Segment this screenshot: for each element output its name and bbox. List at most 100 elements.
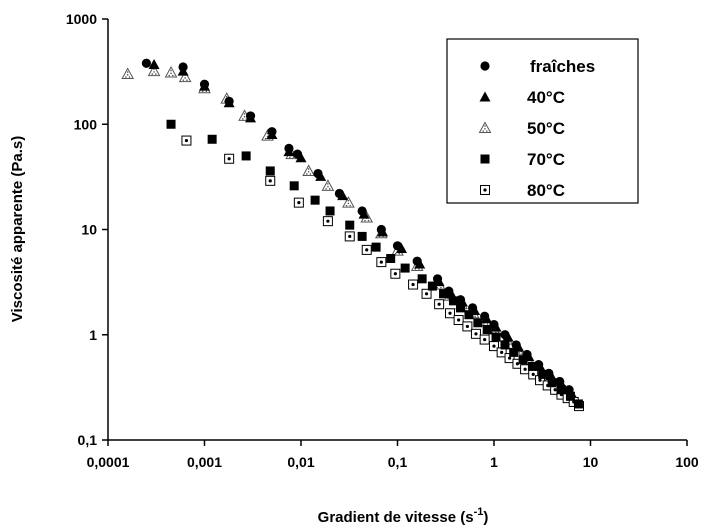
y-tick-label: 10 [81,222,97,238]
data-point [427,281,437,291]
data-point [325,206,335,216]
legend-label: 80°C [527,181,565,200]
data-point [313,168,323,179]
legend-label: 50°C [527,119,565,138]
data-point [412,256,422,266]
data-point [376,224,386,235]
data-point [245,111,256,121]
data-point [295,152,307,163]
data-point [439,289,449,299]
data-point [371,242,381,252]
legend-marker [480,154,490,164]
data-point [178,62,188,72]
data-point [392,241,403,251]
data-point [455,295,466,305]
plot-area: 0,0001 0,001 0,01 0,1 1 10 100 0,1 1 10 100 1000 [66,11,699,470]
data-point [464,310,474,320]
data-point [555,376,565,387]
data-point [453,315,464,326]
data-point [293,197,304,208]
legend-label: 40°C [527,88,565,107]
x-tick-label: 0,01 [287,454,314,470]
x-tick-label: 0,0001 [87,454,130,470]
x-tick-label: 1 [490,454,498,470]
x-axis-title: Gradient de vitesse (s-1) [318,506,489,526]
data-point [470,328,481,339]
x-axis-title-end: ) [483,509,488,526]
data-point [207,134,217,144]
data-point [376,257,387,268]
data-point [166,119,176,129]
data-point [310,195,320,205]
data-point [265,166,275,176]
data-point [334,188,345,199]
data-point [479,334,490,345]
data-point [489,319,499,330]
data-point [361,244,372,255]
x-tick-label: 0,1 [388,454,408,470]
legend-label: 70°C [527,150,565,169]
data-point [178,70,192,83]
y-tick-label: 1 [89,327,97,343]
legend-marker [478,121,492,133]
series-4 [166,119,583,409]
data-point [141,58,152,68]
data-point [400,263,410,273]
data-point [573,399,583,409]
legend-items: fraîches 40°C 50°C 70°C 80°C [478,57,595,200]
data-point [344,231,355,242]
y-tick-label: 100 [74,116,98,132]
x-axis-title-superscript: -1 [474,506,484,518]
data-point [164,65,178,78]
data-point [538,369,548,379]
x-tick-label: 100 [675,454,699,470]
legend-marker [480,185,490,195]
data-point [444,286,454,296]
data-point [181,135,192,146]
data-point [199,79,210,89]
data-point [432,274,443,284]
x-tick-label: 0,001 [187,454,222,470]
data-point [456,303,466,313]
data-point [518,355,528,365]
legend-box [446,38,639,204]
data-point [241,151,251,161]
data-point [386,254,396,264]
y-tick-label: 0,1 [78,432,98,448]
data-point [556,385,566,395]
y-axis-title: Viscosité apparente (Pa.s) [9,136,26,322]
data-point [322,216,333,227]
data-point [284,143,294,153]
series-layer [121,58,584,412]
x-ticks: 0,0001 0,001 0,01 0,1 1 10 100 [87,440,699,470]
x-tick-label: 10 [583,454,599,470]
data-point [467,303,478,313]
data-point [500,330,510,340]
data-point [473,318,483,328]
data-point [292,149,303,159]
data-point [500,340,510,350]
data-point [421,288,432,299]
data-point [544,368,554,378]
data-point [564,385,574,395]
legend-marker [479,91,491,102]
data-point [511,340,521,350]
y-tick-label: 1000 [66,11,97,27]
data-point [482,325,492,335]
data-point [342,196,355,208]
data-point [321,179,335,191]
data-point [224,153,235,164]
legend-marker [480,61,490,71]
data-point [224,96,234,106]
legend: fraîches 40°C 50°C 70°C 80°C [446,38,639,204]
data-point [491,332,501,342]
data-point [148,58,160,69]
data-point [267,127,277,137]
data-point [547,378,557,388]
data-point [390,268,401,279]
data-point [462,321,473,332]
data-point [434,299,445,310]
data-point [121,67,135,80]
data-point [302,164,315,176]
